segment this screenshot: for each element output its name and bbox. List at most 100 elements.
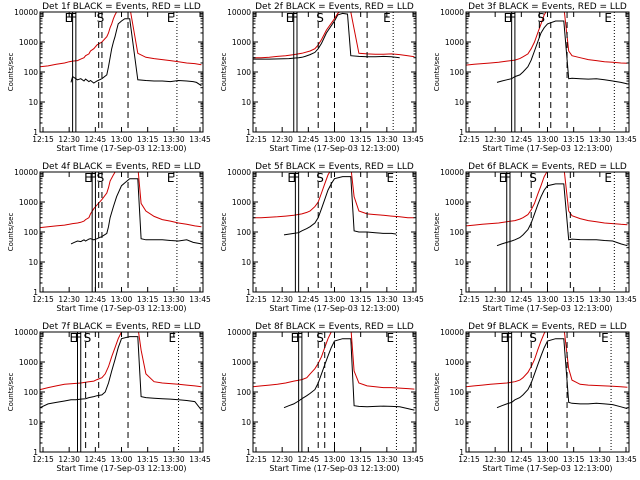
plot-frame (465, 11, 630, 133)
series-line-lld (40, 172, 202, 229)
marker-label: E (499, 171, 507, 185)
x-tick-label: 12:45 (85, 135, 107, 144)
x-tick-label: 13:15 (563, 135, 585, 144)
marker-label: E (604, 11, 612, 25)
x-tick-label: 12:30 (271, 135, 293, 144)
x-tick-label: 13:30 (376, 455, 398, 464)
x-tick-label: 13:30 (376, 295, 398, 304)
plot-frame (252, 171, 417, 293)
x-tick-label: 12:15 (458, 455, 480, 464)
y-tick-label: 100 (237, 228, 252, 237)
x-axis-label: Start Time (17-Sep-03 12:13:00) (56, 304, 186, 313)
series-line-events (496, 20, 628, 85)
panel-title: Det 5f BLACK = Events, RED = LLD (255, 162, 414, 172)
y-axis-label: Counts/sec (220, 373, 228, 412)
x-tick-label: 12:30 (58, 295, 80, 304)
panel-title: Det 3f BLACK = Events, RED = LLD (468, 2, 627, 12)
y-axis-label: Counts/sec (433, 213, 441, 252)
series-line-events (496, 338, 628, 410)
x-tick-label: 12:30 (484, 455, 506, 464)
y-axis-label: Counts/sec (7, 213, 15, 252)
x-tick-label: 13:30 (589, 455, 611, 464)
x-tick-label: 13:30 (163, 295, 185, 304)
y-tick-label: 100 (450, 228, 465, 237)
panel-title: Det 1f BLACK = Events, RED = LLD (42, 2, 201, 12)
x-tick-label: 12:45 (511, 295, 533, 304)
x-tick-label: 13:45 (615, 135, 637, 144)
y-tick-label: 10000 (227, 8, 251, 17)
marker-label: S (84, 331, 92, 345)
marker-label: F (509, 11, 516, 25)
x-tick-label: 12:15 (32, 295, 54, 304)
x-tick-label: 12:15 (458, 295, 480, 304)
marker-label: E (167, 171, 175, 185)
x-tick-label: 12:45 (85, 455, 107, 464)
x-tick-label: 13:00 (537, 455, 559, 464)
marker-label: E (504, 11, 512, 25)
x-tick-label: 13:30 (163, 135, 185, 144)
marker-label: S (529, 331, 537, 345)
y-tick-label: 1 (246, 288, 251, 297)
x-axis-label: Start Time (17-Sep-03 12:13:00) (482, 464, 612, 473)
y-tick-label: 1 (459, 448, 464, 457)
x-axis-label: Start Time (17-Sep-03 12:13:00) (269, 304, 399, 313)
series-line-events (253, 12, 400, 60)
marker-label: E (601, 331, 609, 345)
series-line-lld (253, 332, 415, 390)
x-axis-label: Start Time (17-Sep-03 12:13:00) (269, 464, 399, 473)
marker-label: S (97, 11, 105, 25)
x-tick-label: 12:30 (484, 295, 506, 304)
marker-label: S (97, 171, 105, 185)
y-tick-label: 100 (237, 388, 252, 397)
x-tick-label: 13:15 (350, 455, 372, 464)
x-tick-label: 13:00 (111, 455, 133, 464)
x-tick-label: 12:15 (32, 455, 54, 464)
marker-label: S (316, 11, 324, 25)
y-axis-label: Counts/sec (7, 373, 15, 412)
marker-label: F (506, 331, 513, 345)
y-tick-label: 100 (24, 228, 39, 237)
marker-label: S (529, 171, 537, 185)
x-tick-label: 13:45 (402, 455, 424, 464)
x-tick-label: 13:15 (137, 135, 159, 144)
y-tick-label: 1000 (232, 358, 251, 367)
x-tick-label: 12:30 (271, 295, 293, 304)
x-tick-label: 13:45 (615, 455, 637, 464)
y-tick-label: 10 (454, 418, 464, 427)
y-tick-label: 10 (28, 418, 38, 427)
marker-label: F (70, 11, 77, 25)
y-tick-label: 10 (454, 258, 464, 267)
x-axis-label: Start Time (17-Sep-03 12:13:00) (56, 464, 186, 473)
x-tick-label: 13:30 (376, 135, 398, 144)
x-tick-label: 13:45 (615, 295, 637, 304)
marker-label: E (65, 11, 73, 25)
x-tick-label: 12:15 (245, 455, 267, 464)
x-tick-label: 12:45 (298, 135, 320, 144)
y-axis-label: Counts/sec (433, 373, 441, 412)
y-tick-label: 10000 (14, 8, 38, 17)
y-tick-label: 100 (24, 388, 39, 397)
x-axis-label: Start Time (17-Sep-03 12:13:00) (56, 144, 186, 153)
x-tick-label: 13:00 (537, 135, 559, 144)
y-tick-label: 100 (450, 68, 465, 77)
panel-title: Det 6f BLACK = Events, RED = LLD (468, 162, 627, 172)
y-axis-label: Counts/sec (220, 53, 228, 92)
x-tick-label: 12:15 (32, 135, 54, 144)
marker-label: E (287, 171, 295, 185)
y-tick-label: 1000 (19, 358, 38, 367)
x-tick-label: 13:15 (563, 455, 585, 464)
x-tick-label: 13:45 (189, 295, 211, 304)
y-tick-label: 10 (28, 258, 38, 267)
y-tick-label: 10 (241, 98, 251, 107)
y-tick-label: 10000 (440, 8, 464, 17)
x-tick-label: 12:15 (245, 135, 267, 144)
series-line-events (70, 18, 202, 87)
y-tick-label: 10000 (227, 168, 251, 177)
y-tick-label: 1000 (445, 198, 464, 207)
y-tick-label: 10 (241, 258, 251, 267)
series-line-lld (253, 172, 415, 219)
